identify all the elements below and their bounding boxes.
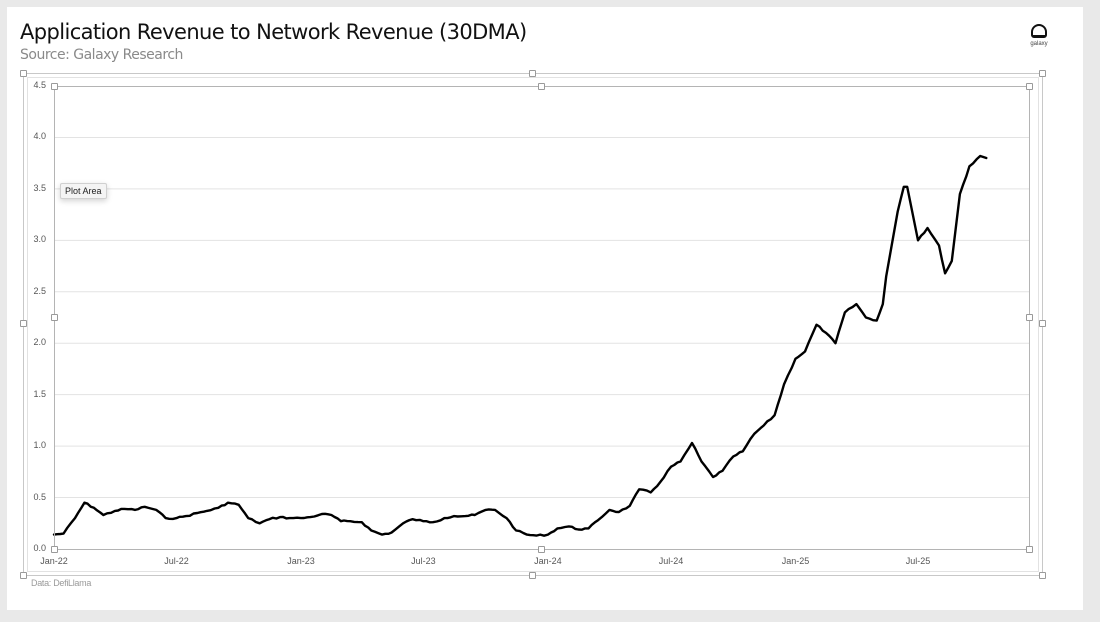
chart-area-handle-top-left[interactable] (20, 70, 27, 77)
plot-area-handle-top-left[interactable] (51, 83, 58, 90)
plot-area-handle-bottom-right[interactable] (1026, 546, 1033, 553)
chart-area-handle-top-right[interactable] (1039, 70, 1046, 77)
plot-area-handle-top-right[interactable] (1026, 83, 1033, 90)
chart-area-handle-bottom-left[interactable] (20, 572, 27, 579)
chart-area-handle-top-center[interactable] (529, 70, 536, 77)
y-tick-label: 4.0 (33, 131, 46, 142)
y-tick-label: 3.0 (33, 234, 46, 245)
y-tick-label: 3.5 (33, 182, 46, 193)
x-tick-label: Jul-22 (164, 556, 189, 566)
chart-subtitle: Source: Galaxy Research (20, 47, 183, 63)
plot-area-tooltip: Plot Area (60, 183, 107, 199)
chart-area-border (27, 77, 1039, 572)
chart-card (7, 7, 1083, 610)
x-tick-label: Jul-24 (658, 556, 684, 566)
galaxy-logo: galaxy (1027, 24, 1051, 47)
plot-area[interactable] (54, 86, 1030, 550)
plot-area-handle-bottom-center[interactable] (538, 546, 545, 553)
x-tick-label: Jul-25 (905, 556, 931, 566)
x-tick-label: Jan-23 (287, 556, 315, 566)
x-tick-label: Jul-23 (411, 556, 436, 566)
y-tick-label: 1.0 (33, 440, 46, 451)
chart-area-handle-middle-left[interactable] (20, 320, 27, 327)
galaxy-logo-icon (1031, 24, 1047, 38)
x-tick-label: Jan-24 (534, 556, 562, 566)
chart-area-handle-bottom-right[interactable] (1039, 572, 1046, 579)
chart-title: Application Revenue to Network Revenue (… (20, 20, 527, 44)
x-tick-label: Jan-25 (781, 556, 810, 566)
plot-area-handle-bottom-left[interactable] (51, 546, 58, 553)
plot-area-handle-middle-left[interactable] (51, 314, 58, 321)
y-tick-label: 0.0 (33, 543, 46, 553)
chart-area-handle-middle-right[interactable] (1039, 320, 1046, 327)
x-tick-label: Jan-22 (40, 556, 68, 566)
ratio-line[interactable] (52, 154, 988, 537)
y-tick-label: 4.5 (33, 80, 46, 90)
plot-area-handle-middle-right[interactable] (1026, 314, 1033, 321)
y-tick-label: 0.5 (33, 491, 46, 502)
data-source-footnote: Data: DefiLlama (31, 578, 92, 588)
y-tick-label: 2.5 (33, 285, 46, 296)
y-tick-label: 1.5 (33, 388, 46, 399)
gridlines (54, 136, 1029, 499)
plot-area-handle-top-center[interactable] (538, 83, 545, 90)
chart-area-handle-bottom-center[interactable] (529, 572, 536, 579)
logo-text: galaxy (1030, 41, 1048, 47)
y-tick-label: 2.0 (33, 337, 46, 348)
